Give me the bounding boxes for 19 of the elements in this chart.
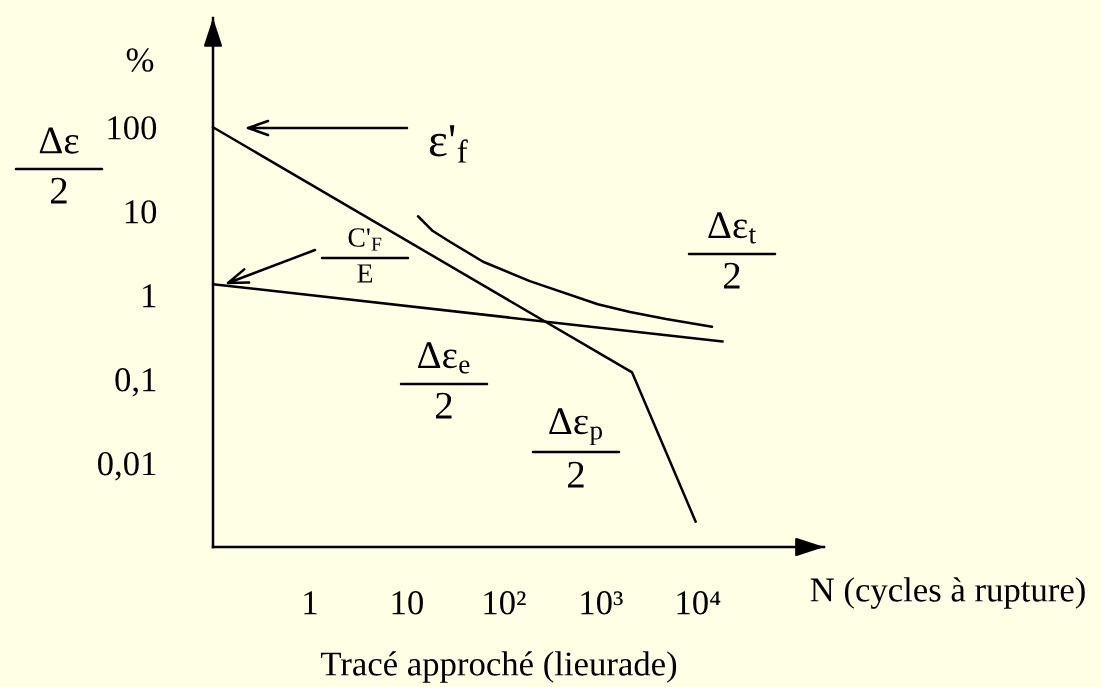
annotation: Δε$_{t}$ 2 [708,212,756,289]
x-tick-label: 10 [392,591,423,615]
annotation: Δε$_{e}$ 2 [418,342,470,419]
x-tick-label: 10⁴ [677,591,721,615]
annotation: Δε$_{p}$ 2 [549,408,602,488]
annotation: ε'$_{f}$ [429,125,468,163]
text: % [126,48,154,72]
text: Tracé approché (lieurade) [320,651,677,683]
x-tick-label: 10³ [581,591,623,615]
x-axis-title: N (cycles à rupture) [810,577,1085,609]
y-tick-label: 0,01 [98,452,156,481]
annotation: C'$_{F}$ E [348,228,382,283]
y-tick-label: 10 [125,200,157,224]
y-tick-label: 100 [108,116,157,140]
x-tick-label: 1 [304,591,317,615]
y-axis-title: Δε 2 [39,127,79,204]
x-tick-label: 10² [484,591,526,615]
y-tick-label: 0,1 [115,368,156,397]
y-tick-label: 1 [143,284,156,308]
